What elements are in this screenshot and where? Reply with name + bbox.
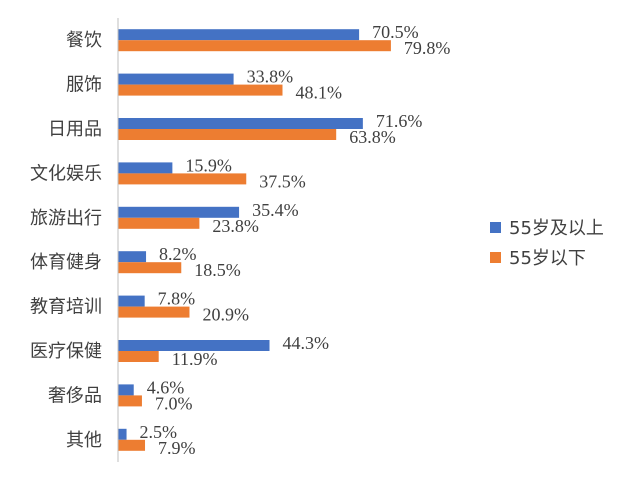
data-label-series-2: 11.9% bbox=[172, 349, 218, 369]
bar-series-2 bbox=[118, 351, 159, 362]
legend-item-series-1: 55岁及以上 bbox=[490, 212, 604, 242]
data-label-series-2: 18.5% bbox=[194, 260, 241, 280]
data-label-series-1: 7.8% bbox=[158, 289, 196, 309]
data-label-series-1: 35.4% bbox=[252, 200, 299, 220]
data-label-series-2: 79.8% bbox=[404, 38, 451, 58]
bar-series-1 bbox=[118, 340, 270, 351]
legend-label-series-1: 55岁及以上 bbox=[509, 218, 604, 239]
legend-label-series-2: 55岁以下 bbox=[509, 248, 586, 269]
legend-swatch-series-1 bbox=[490, 221, 501, 233]
bar-series-1 bbox=[118, 251, 147, 263]
data-label-series-2: 48.1% bbox=[296, 83, 343, 103]
bar-series-2 bbox=[118, 129, 337, 140]
data-label-series-2: 7.9% bbox=[158, 438, 196, 458]
bar-series-2 bbox=[118, 306, 190, 318]
data-label-series-1: 8.2% bbox=[159, 244, 197, 264]
bar-series-2 bbox=[118, 395, 142, 407]
data-label-series-2: 7.0% bbox=[155, 393, 193, 413]
bar-series-1 bbox=[118, 295, 145, 307]
category-label: 餐饮 bbox=[66, 30, 102, 51]
category-label: 旅游出行 bbox=[30, 208, 102, 229]
data-label-series-2: 20.9% bbox=[202, 305, 249, 325]
category-label: 文化娱乐 bbox=[30, 163, 102, 184]
data-label-series-2: 37.5% bbox=[259, 171, 306, 191]
category-label: 医疗保健 bbox=[30, 341, 102, 362]
bar-series-1 bbox=[118, 118, 363, 129]
data-label-series-1: 2.5% bbox=[140, 422, 178, 442]
category-label: 服饰 bbox=[66, 75, 102, 96]
data-label-series-1: 4.6% bbox=[147, 377, 185, 397]
data-label-series-1: 70.5% bbox=[372, 22, 419, 42]
bar-series-2 bbox=[118, 40, 391, 52]
data-label-series-1: 44.3% bbox=[283, 333, 330, 353]
bar-series-2 bbox=[118, 173, 247, 185]
data-label-series-1: 71.6% bbox=[376, 111, 423, 131]
legend-swatch-series-2 bbox=[490, 251, 501, 263]
bar-series-1 bbox=[118, 428, 127, 440]
data-label-series-1: 33.8% bbox=[247, 67, 294, 87]
bar-series-2 bbox=[118, 262, 182, 274]
category-label: 日用品 bbox=[48, 119, 102, 140]
bar-series-2 bbox=[118, 217, 200, 229]
category-label: 教育培训 bbox=[30, 297, 102, 318]
bar-series-1 bbox=[118, 29, 360, 41]
category-label: 其他 bbox=[66, 430, 102, 451]
data-label-series-2: 23.8% bbox=[212, 216, 259, 236]
bar-series-1 bbox=[118, 162, 173, 174]
category-label: 体育健身 bbox=[30, 252, 102, 273]
bar-series-1 bbox=[118, 73, 234, 85]
data-label-series-1: 15.9% bbox=[185, 155, 232, 175]
bar-series-2 bbox=[118, 439, 146, 451]
category-label: 奢侈品 bbox=[48, 385, 102, 406]
legend-item-series-2: 55岁以下 bbox=[490, 242, 604, 272]
legend: 55岁及以上 55岁以下 bbox=[490, 212, 604, 272]
bar-series-2 bbox=[118, 84, 283, 96]
bar-series-1 bbox=[118, 206, 240, 218]
bar-series-1 bbox=[118, 384, 134, 396]
data-label-series-2: 63.8% bbox=[349, 127, 396, 147]
